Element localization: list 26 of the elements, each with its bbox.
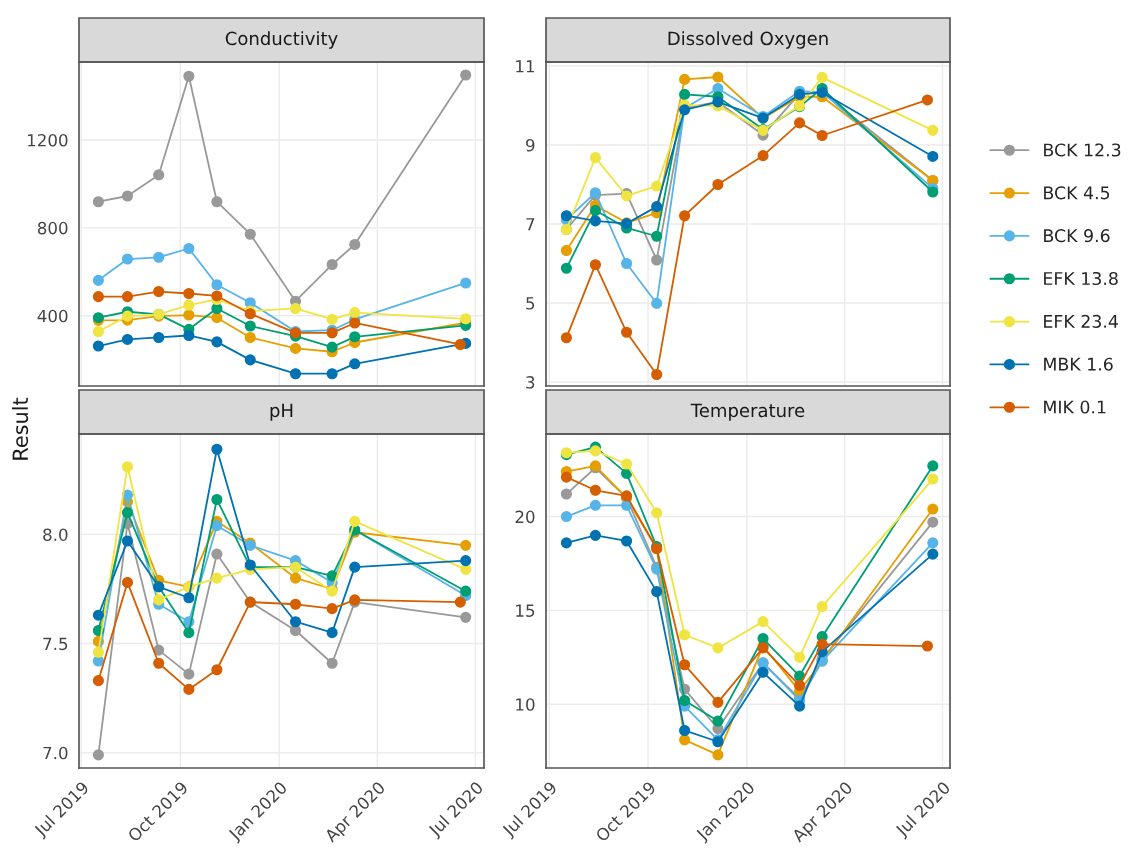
legend-label: EFK 23.4 — [1044, 314, 1118, 328]
y-tick-label: 20 — [515, 510, 535, 524]
legend-label: BCK 9.6 — [1044, 229, 1110, 243]
y-tick-label: 7.5 — [43, 637, 68, 651]
y-tick-label: 9 — [526, 138, 535, 152]
chart-title: pH — [270, 403, 293, 421]
y-tick-label: 15 — [516, 604, 535, 617]
y-tick-label: 8.0 — [43, 528, 68, 541]
chart-title: Dissolved Oxygen — [668, 31, 828, 49]
y-tick-label: 11 — [516, 60, 535, 73]
y-tick-label: 400 — [37, 309, 68, 323]
chart-title: Conductivity — [225, 31, 338, 49]
y-tick-label: 1200 — [28, 133, 68, 147]
y-tick-label: 10 — [516, 698, 535, 711]
legend-label: MIK 0.1 — [1044, 400, 1106, 414]
chart-title: Temperature — [690, 403, 805, 421]
y-axis-title: Result — [12, 397, 29, 460]
legend-label: BCK 4.5 — [1044, 186, 1110, 200]
y-tick-label: 7.0 — [43, 746, 68, 760]
legend-label: MBK 1.6 — [1044, 357, 1113, 371]
y-tick-label: 7 — [526, 218, 535, 231]
legend-label: BCK 12.3 — [1044, 143, 1121, 157]
legend-label: EFK 13.8 — [1044, 271, 1118, 286]
y-tick-label: 3 — [526, 376, 535, 389]
y-tick-label: 5 — [526, 297, 535, 310]
y-tick-label: 800 — [37, 221, 68, 235]
